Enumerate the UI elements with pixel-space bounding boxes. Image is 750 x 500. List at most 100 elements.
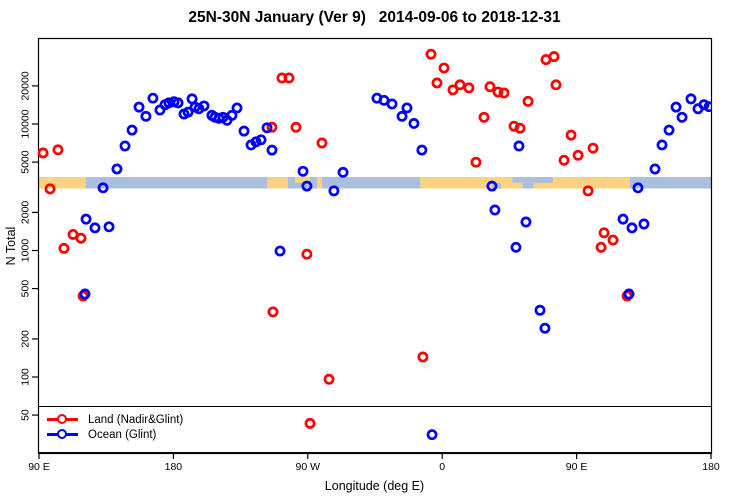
ocean-point xyxy=(623,288,635,300)
land-point xyxy=(470,156,482,168)
land-point xyxy=(425,48,437,60)
ocean-point xyxy=(250,136,262,148)
ocean-point xyxy=(261,122,273,134)
ocean-point xyxy=(79,288,91,300)
y-tick-label: 500 xyxy=(20,280,32,298)
land-point xyxy=(438,62,450,74)
legend-label-ocean: Ocean (Glint) xyxy=(88,428,157,441)
ocean-point xyxy=(626,222,638,234)
x-tick-label: 90 E xyxy=(28,461,50,473)
land-point xyxy=(290,121,302,133)
x-tick-label: 180 xyxy=(702,461,720,473)
ocean-point xyxy=(337,166,349,178)
ocean-point xyxy=(80,213,92,225)
plot-border xyxy=(37,37,713,455)
ocean-point xyxy=(328,185,340,197)
land-point xyxy=(323,373,335,385)
ocean-legend-symbol xyxy=(47,429,78,440)
legend-frame xyxy=(38,406,712,453)
legend-row-ocean: Ocean (Glint) xyxy=(47,427,183,442)
land-legend-circle-icon xyxy=(57,414,67,424)
legend-label-land: Land (Nadir&Glint) xyxy=(88,413,184,426)
land-point xyxy=(508,120,520,132)
map-strip-land-segment xyxy=(294,177,311,183)
x-axis-title: Longitude (deg E) xyxy=(324,479,425,493)
ocean-point xyxy=(89,222,101,234)
ocean-point xyxy=(489,204,501,216)
land-point xyxy=(301,248,313,260)
x-tick-label: 0 xyxy=(439,461,445,473)
land-point xyxy=(607,234,619,246)
land-point xyxy=(514,122,526,134)
ocean-point xyxy=(396,110,408,122)
y-tick-label: 2000 xyxy=(20,201,32,225)
ocean-point xyxy=(685,93,697,105)
land-point xyxy=(447,84,459,96)
land-point xyxy=(417,351,429,363)
ocean-point xyxy=(172,97,184,109)
land-point xyxy=(548,51,560,63)
y-tick-label: 20000 xyxy=(20,71,32,100)
ocean-point xyxy=(520,216,532,228)
y-axis-title: N Total xyxy=(4,226,18,266)
y-tick-label: 5000 xyxy=(20,150,32,174)
ocean-point xyxy=(513,140,525,152)
land-point xyxy=(463,82,475,94)
land-point xyxy=(522,95,534,107)
ocean-point xyxy=(401,102,413,114)
land-point xyxy=(565,129,577,141)
ocean-point xyxy=(416,144,428,156)
ocean-point xyxy=(649,163,661,175)
x-tick-label: 90 W xyxy=(296,461,321,473)
ocean-point xyxy=(111,163,123,175)
legend-row-land: Land (Nadir&Glint) xyxy=(47,412,183,427)
land-point xyxy=(316,137,328,149)
ocean-point xyxy=(266,144,278,156)
map-strip-ocean-patch xyxy=(522,182,534,189)
ocean-point xyxy=(539,322,551,334)
ocean-point xyxy=(510,241,522,253)
ocean-point xyxy=(670,101,682,113)
land-point xyxy=(75,232,87,244)
land-point xyxy=(492,86,504,98)
land-point xyxy=(595,241,607,253)
land-point xyxy=(550,79,562,91)
ocean-point xyxy=(638,218,650,230)
x-tick-label: 90 E xyxy=(566,461,588,473)
map-strip-land-segment xyxy=(39,177,87,189)
ocean-point xyxy=(656,139,668,151)
ocean-point xyxy=(97,182,109,194)
land-point xyxy=(267,306,279,318)
ocean-point xyxy=(103,221,115,233)
land-point xyxy=(266,121,278,133)
y-tick-label: 10000 xyxy=(20,109,32,138)
map-strip-ocean-patch xyxy=(512,177,553,183)
ocean-point xyxy=(126,124,138,136)
ocean-point xyxy=(182,106,194,118)
ocean-legend-circle-icon xyxy=(57,429,67,439)
ocean-point xyxy=(534,304,546,316)
ocean-point xyxy=(140,110,152,122)
land-point xyxy=(478,111,490,123)
land-legend-symbol xyxy=(47,414,78,425)
land-point xyxy=(598,227,610,239)
y-tick-label: 100 xyxy=(20,368,32,386)
ocean-point xyxy=(408,118,420,129)
legend: Land (Nadir&Glint) Ocean (Glint) xyxy=(47,412,183,442)
map-strip-land-segment xyxy=(267,177,288,189)
land-point xyxy=(582,185,594,197)
ocean-point xyxy=(238,125,250,137)
y-tick-label: 1000 xyxy=(20,239,32,263)
land-point xyxy=(304,417,316,429)
map-strip-land-segment xyxy=(317,177,322,189)
ocean-point xyxy=(231,102,243,114)
y-tick-label: 50 xyxy=(20,409,32,421)
ocean-point xyxy=(676,111,688,123)
land-point xyxy=(44,183,56,195)
land-point xyxy=(52,144,64,156)
ocean-point xyxy=(147,92,159,104)
land-point xyxy=(454,79,466,91)
land-point xyxy=(587,142,599,154)
ocean-point xyxy=(255,134,267,146)
